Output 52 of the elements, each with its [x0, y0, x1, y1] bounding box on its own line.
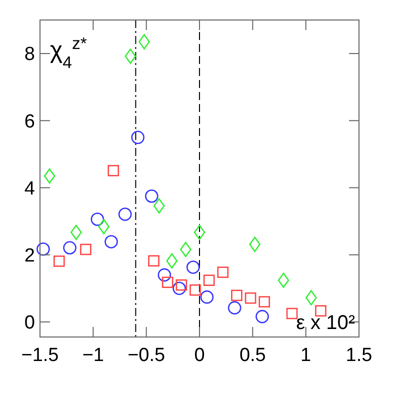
- point: [249, 236, 260, 252]
- point: [98, 218, 110, 234]
- point: [104, 235, 118, 248]
- y-tick-label: 6: [24, 111, 35, 132]
- point: [228, 301, 242, 314]
- point: [194, 224, 206, 240]
- point: [186, 260, 200, 274]
- point: [36, 242, 50, 256]
- point: [190, 284, 201, 296]
- point: [306, 290, 317, 306]
- point: [70, 224, 82, 240]
- point: [176, 279, 188, 291]
- point: [44, 168, 56, 184]
- y-tick-label: 8: [24, 44, 35, 66]
- point: [138, 34, 150, 50]
- y-tick-label: 2: [24, 245, 35, 266]
- point: [278, 272, 290, 288]
- x-tick-label: 0.5: [239, 345, 266, 366]
- point: [231, 290, 242, 302]
- point: [256, 310, 269, 324]
- x-tick-label: 1: [300, 345, 312, 366]
- point: [90, 212, 104, 226]
- x-tick-label: 0: [194, 345, 205, 366]
- point: [108, 164, 120, 176]
- point: [200, 290, 214, 304]
- point: [162, 276, 174, 288]
- point: [315, 305, 326, 316]
- point: [148, 255, 160, 267]
- x-tick-label: 1.5: [346, 345, 372, 366]
- point: [244, 292, 256, 304]
- point: [166, 253, 178, 269]
- point: [217, 266, 229, 278]
- y-tick-label: 0: [24, 312, 35, 334]
- point: [80, 244, 92, 256]
- x-tick-label: −0.5: [128, 345, 166, 366]
- point: [124, 48, 136, 64]
- point: [172, 282, 186, 296]
- x-tick-label: −1: [82, 345, 104, 366]
- point: [53, 256, 65, 267]
- point: [153, 198, 165, 214]
- point: [203, 274, 215, 286]
- point: [63, 241, 76, 254]
- point: [180, 242, 192, 258]
- point: [131, 130, 144, 144]
- point: [258, 296, 270, 308]
- y-tick-label: 4: [24, 178, 36, 200]
- x-tick-label: −1.5: [21, 345, 59, 366]
- point: [286, 308, 298, 320]
- point: [145, 189, 158, 203]
- point: [118, 208, 132, 221]
- point: [158, 268, 172, 282]
- x-axis-title: ε x 10²: [296, 312, 356, 334]
